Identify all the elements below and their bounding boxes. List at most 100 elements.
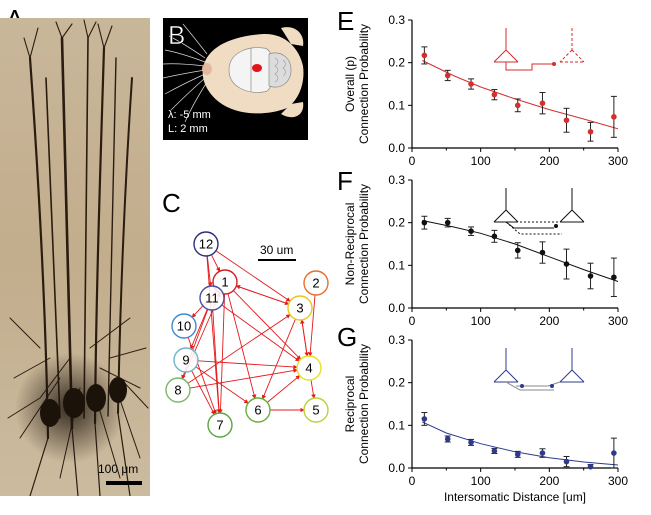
connection-edge [212, 309, 222, 414]
x-tick-label: 100 [471, 314, 491, 328]
neuron-label: 5 [312, 403, 319, 418]
neuron-label: 7 [216, 418, 223, 433]
y-tick-label: 0.3 [388, 13, 405, 27]
fit-curve [422, 220, 619, 282]
panel-label-f: F [337, 166, 353, 196]
fit-curve [422, 421, 619, 466]
x-tick-label: 0 [409, 314, 416, 328]
neuron-label: 1 [221, 275, 228, 290]
y-tick-label: 0.3 [388, 173, 405, 187]
x-tick-label: 0 [409, 154, 416, 168]
y-tick-label: 0.2 [388, 376, 405, 390]
scale-bar-c-label: 30 um [260, 243, 293, 257]
coordinate-l: L: 2 mm [168, 123, 208, 135]
data-point [563, 455, 570, 468]
data-point [491, 229, 498, 243]
connection-edge [227, 293, 257, 400]
neuron-node: 7 [207, 412, 233, 438]
connection-edge [218, 293, 226, 414]
data-point [610, 257, 617, 297]
schematic-inset [493, 28, 585, 71]
connection-edge [310, 379, 316, 399]
x-tick-label: 200 [539, 314, 559, 328]
y-tick-label: 0.0 [388, 301, 405, 315]
y-tick-label: 0.0 [388, 141, 405, 155]
data-point [514, 242, 521, 259]
connection-edge [206, 255, 213, 287]
x-tick-label: 200 [539, 474, 559, 488]
neuron-node: 12 [193, 231, 219, 257]
neuron-label: 3 [296, 301, 303, 316]
neuron-node: 8 [165, 377, 191, 403]
x-axis-label: Intersomatic Distance [um] [444, 490, 586, 504]
schematic-inset [493, 188, 585, 235]
chart-e: Overall (p) Connection Probability 0.0 0.1 0… [343, 13, 628, 168]
neuron-label: 9 [182, 353, 189, 368]
connection-edge [215, 250, 291, 302]
neuron-node: 2 [303, 270, 329, 296]
y-tick-label: 0.3 [388, 333, 405, 347]
connection-edge [210, 254, 221, 272]
connection-edge [233, 290, 302, 360]
x-tick-label: 200 [539, 154, 559, 168]
data-point [421, 215, 428, 230]
neuron-node: 4 [296, 355, 322, 381]
mouse-head-diagram: B λ: -5 mm L: 2 mm [163, 18, 308, 140]
panel-label-b: B [168, 20, 185, 50]
data-point [587, 262, 594, 290]
panel-label-c: C [162, 188, 181, 218]
neuron-label: 8 [174, 383, 181, 398]
connection-edge [300, 319, 308, 357]
connection-edge [266, 375, 301, 403]
connection-edge [206, 255, 222, 414]
data-point [610, 437, 617, 469]
x-tick-label: 100 [471, 154, 491, 168]
y-axis-label: Connection Probability [357, 184, 371, 304]
y-axis-label: Connection Probability [357, 344, 371, 464]
x-tick-label: 0 [409, 474, 416, 488]
data-point [421, 46, 428, 65]
neuron-node: 5 [303, 397, 329, 423]
data-point [468, 438, 475, 446]
connection-edge [261, 318, 296, 400]
fit-curve [422, 60, 619, 130]
connection-edge [187, 337, 217, 415]
connection-edge [195, 366, 249, 404]
connection-edge [197, 360, 298, 370]
connection-edge [189, 368, 298, 389]
data-point [514, 98, 521, 113]
chart-g: Reciprocal Connection Probability 0.0 0.1 0.… [343, 333, 628, 504]
panel-label-g: G [337, 322, 358, 352]
chart-f: Non-Reciprocal Connection Probability 0.0 0… [343, 173, 628, 328]
data-point [563, 107, 570, 133]
data-point [514, 450, 521, 458]
connection-edge [308, 294, 316, 357]
data-point [421, 412, 428, 426]
panel-label-e: E [337, 6, 355, 36]
connection-edge [221, 304, 300, 362]
y-tick-label: 0.2 [388, 216, 405, 230]
data-point [610, 95, 617, 138]
neuron-node: 9 [173, 347, 199, 373]
neuron-label: 12 [199, 237, 213, 252]
neuron-label: 11 [205, 291, 219, 306]
y-axis-label: Non-Reciprocal [343, 203, 357, 286]
y-axis-label: Connection Probability [357, 24, 371, 144]
x-tick-label: 300 [608, 474, 628, 488]
target-marker [252, 64, 262, 72]
y-tick-label: 0.2 [388, 56, 405, 70]
y-axis-label: Overall (p) [343, 56, 357, 112]
y-axis-label: Reciprocal [343, 376, 357, 433]
data-point [539, 92, 546, 115]
schematic-inset [493, 348, 585, 391]
data-point [539, 241, 546, 264]
data-point [491, 447, 498, 454]
y-tick-label: 0.1 [388, 258, 405, 272]
x-tick-label: 300 [608, 154, 628, 168]
connection-edge [191, 370, 215, 416]
data-point [539, 448, 546, 458]
data-point [563, 248, 570, 280]
connection-edge [235, 285, 289, 305]
x-tick-label: 300 [608, 314, 628, 328]
data-point [444, 69, 451, 82]
